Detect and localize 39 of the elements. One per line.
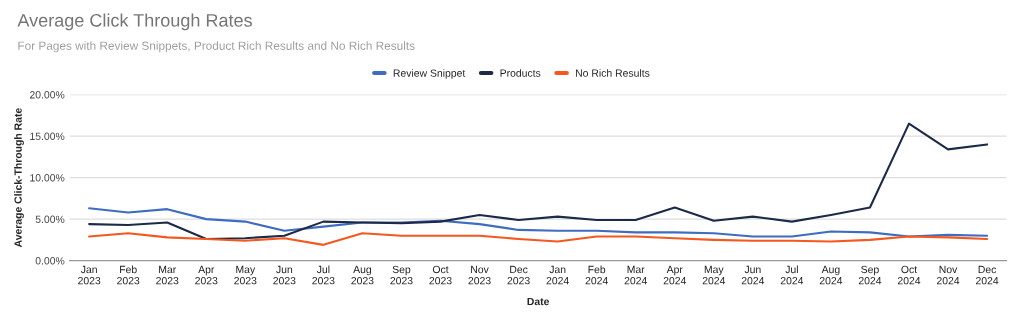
x-tick-label: Jul 2023	[312, 265, 335, 285]
y-axis-title: Average Click-Through Rate	[14, 108, 24, 248]
x-tick-label: Jan 2023	[78, 265, 101, 285]
y-tick-label: 15.00%	[30, 132, 65, 140]
x-tick-label: Dec 2023	[507, 265, 530, 285]
y-tick-label: 0.00%	[35, 257, 65, 265]
chart-title: Average Click Through Rates	[17, 13, 252, 31]
x-tick-label: Sep 2024	[858, 265, 882, 285]
x-tick-label: Feb 2023	[117, 265, 140, 285]
x-tick-label: May 2024	[702, 265, 726, 285]
x-tick-label: Oct 2023	[429, 265, 452, 285]
line-series	[88, 122, 989, 241]
line-series	[88, 232, 989, 246]
x-tick-label: Mar 2023	[156, 265, 179, 285]
x-tick-label: Mar 2024	[624, 265, 647, 285]
legend-label: No Rich Results	[576, 69, 650, 77]
y-tick-label: 5.00%	[35, 215, 65, 223]
x-tick-label: Apr 2023	[195, 265, 218, 285]
y-tick-label: 10.00%	[30, 174, 65, 182]
x-tick-label: Feb 2024	[585, 265, 608, 285]
x-tick-label: May 2023	[234, 265, 257, 285]
x-tick-label: Apr 2024	[663, 265, 687, 285]
line-series	[88, 207, 989, 238]
legend-label: Review Snippet	[393, 69, 466, 79]
x-tick-label: Aug 2023	[351, 265, 374, 285]
x-tick-label: Jul 2024	[780, 265, 804, 285]
x-tick-label: Oct 2024	[897, 265, 921, 285]
legend-label: Products	[500, 69, 541, 77]
x-axis-title: Date	[527, 297, 550, 306]
chart-subtitle: For Pages with Review Snippets, Product Rich Results and No Rich Results	[18, 41, 415, 53]
x-tick-label: Dec 2024	[976, 265, 999, 285]
x-tick-label: Jun 2024	[741, 265, 765, 285]
x-tick-label: Sep 2023	[390, 265, 413, 285]
x-tick-label: Jan 2024	[546, 265, 569, 285]
x-tick-label: Aug 2024	[819, 265, 843, 285]
x-tick-label: Nov 2024	[936, 265, 960, 285]
x-tick-label: Jun 2023	[273, 265, 296, 285]
x-tick-label: Nov 2023	[468, 265, 491, 285]
y-tick-label: 20.00%	[29, 91, 65, 99]
